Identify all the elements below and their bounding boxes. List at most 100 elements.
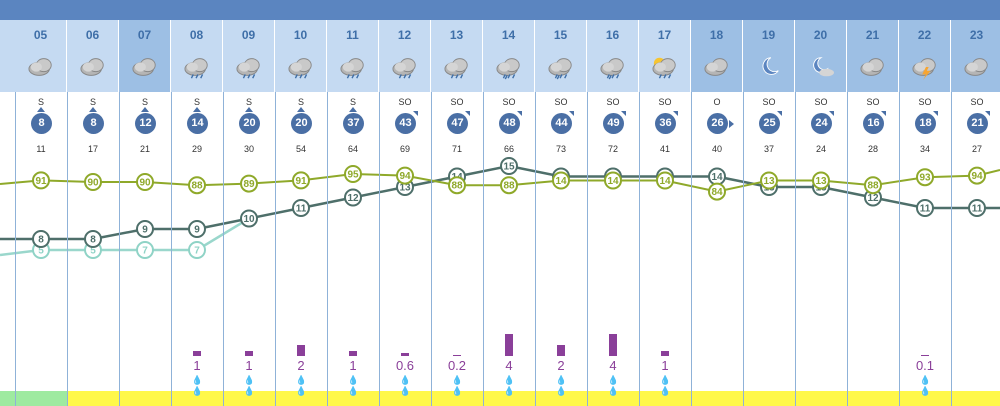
hour-column[interactable]: 21 [847,20,898,92]
column-divider [743,92,744,406]
svg-text:11: 11 [972,204,983,215]
hour-label: 16 [605,28,620,42]
rain-drops-icon: 💧💧 [503,375,515,396]
temperature-marker: 9 [136,220,154,238]
wind-arrow-icon [777,111,782,116]
hour-column[interactable]: 22 [899,20,950,92]
bottom-bar-green-segment [0,391,67,406]
rain-bar [557,345,565,356]
wind-arrow-icon [413,111,418,116]
cloud-icon [80,58,104,76]
rain-amount: 4 [609,358,617,373]
hour-column[interactable]: 05 [15,20,66,92]
wind-direction: S [141,97,148,107]
wind-gust: 24 [815,144,826,154]
wind-speed-badge: 24 [811,113,832,134]
wind-gust: 27 [971,144,982,154]
wind-speed-badge: 48 [499,113,520,134]
rain-bar [401,352,409,356]
hour-header-row: 05 06 07 08 09 10 11 12 13 14 15 16 17 18 19 20 21 22 23 [0,20,1000,92]
hour-column[interactable]: 09 [223,20,274,92]
hour-label: 11 [346,28,359,42]
svg-text:13: 13 [763,176,775,187]
wind-direction: SO [970,97,984,107]
column-divider [847,92,848,406]
wind-speed-badge: 8 [83,113,104,134]
thunder-cloud-icon [912,58,936,80]
wind-gust: 72 [607,144,618,154]
rain-bar [661,350,669,356]
column-divider [535,92,536,406]
humidity-marker: 14 [604,171,622,190]
wind-gust: 29 [191,144,202,154]
hour-column[interactable]: 11 [327,20,378,92]
wind-gust: 73 [555,144,566,154]
hour-label: 08 [189,28,204,42]
wind-gust: 11 [36,144,46,154]
temperature-marker: 8 [32,230,50,248]
wind-direction: S [349,97,356,107]
hour-label: 19 [761,28,776,42]
heavy-rain-cloud-icon [496,58,520,80]
rain-cloud-icon [340,58,364,79]
wind-speed-badge: 47 [447,113,468,134]
wind-arrow-icon [193,107,201,112]
wind-direction: SO [450,97,464,107]
wind-arrow-icon [297,107,305,112]
svg-text:88: 88 [503,181,515,192]
wind-direction: S [37,97,44,107]
wind-direction: SO [918,97,932,107]
hour-label: 20 [813,28,828,42]
hour-column[interactable]: 13 [431,20,482,92]
column-divider [483,92,484,406]
hour-column[interactable]: 16 [587,20,638,92]
hour-column[interactable]: 14 [483,20,534,92]
wind-arrow-icon [673,111,678,116]
hour-column[interactable]: 12 [379,20,430,92]
wind-gust: 64 [347,144,358,154]
rain-bar [349,350,357,356]
wind-speed-badge: 49 [603,113,624,134]
sun-cloud-rain-icon [652,57,676,79]
humidity-marker: 91 [32,171,50,190]
hour-column[interactable]: 19 [743,20,794,92]
hour-column[interactable]: 18 [691,20,742,92]
rain-amount: 4 [505,358,513,373]
wind-speed-badge: 25 [759,113,780,134]
hour-column[interactable]: 07 [119,20,170,92]
svg-text:15: 15 [503,162,515,173]
hour-label: 22 [917,28,932,42]
rain-amount: 1 [193,358,201,373]
hour-label: 05 [33,28,48,42]
hour-column[interactable]: 06 [67,20,118,92]
hour-column[interactable]: 23 [951,20,1000,92]
svg-text:14: 14 [555,176,567,187]
rain-amount: 2 [557,358,565,373]
hour-column[interactable]: 17 [639,20,690,92]
temperature-marker: 12 [344,188,362,207]
rain-amount: 0.2 [447,358,467,373]
rain-amount: 1 [349,358,357,373]
cloud-icon [964,58,988,76]
hour-label: 23 [969,28,984,42]
wind-gust: 37 [763,144,774,154]
wind-direction: SO [398,97,412,107]
wind-direction: SO [554,97,568,107]
column-divider [951,92,952,406]
humidity-marker: 14 [656,171,674,190]
bottom-bar-yellow-segment [67,391,1000,406]
wind-direction: SO [762,97,776,107]
rain-cloud-icon [444,58,468,79]
hour-column[interactable]: 20 [795,20,846,92]
rain-cloud-icon [392,58,416,79]
hour-column[interactable]: 08 [171,20,222,92]
rain-amount: 0.6 [395,358,415,373]
humidity-marker: 88 [448,176,466,195]
wind-arrow-icon [517,111,522,116]
svg-text:95: 95 [347,170,359,181]
svg-text:94: 94 [399,171,411,182]
wind-gust: 41 [659,144,670,154]
hour-column[interactable]: 15 [535,20,586,92]
hour-column[interactable]: 10 [275,20,326,92]
svg-text:14: 14 [607,176,619,187]
